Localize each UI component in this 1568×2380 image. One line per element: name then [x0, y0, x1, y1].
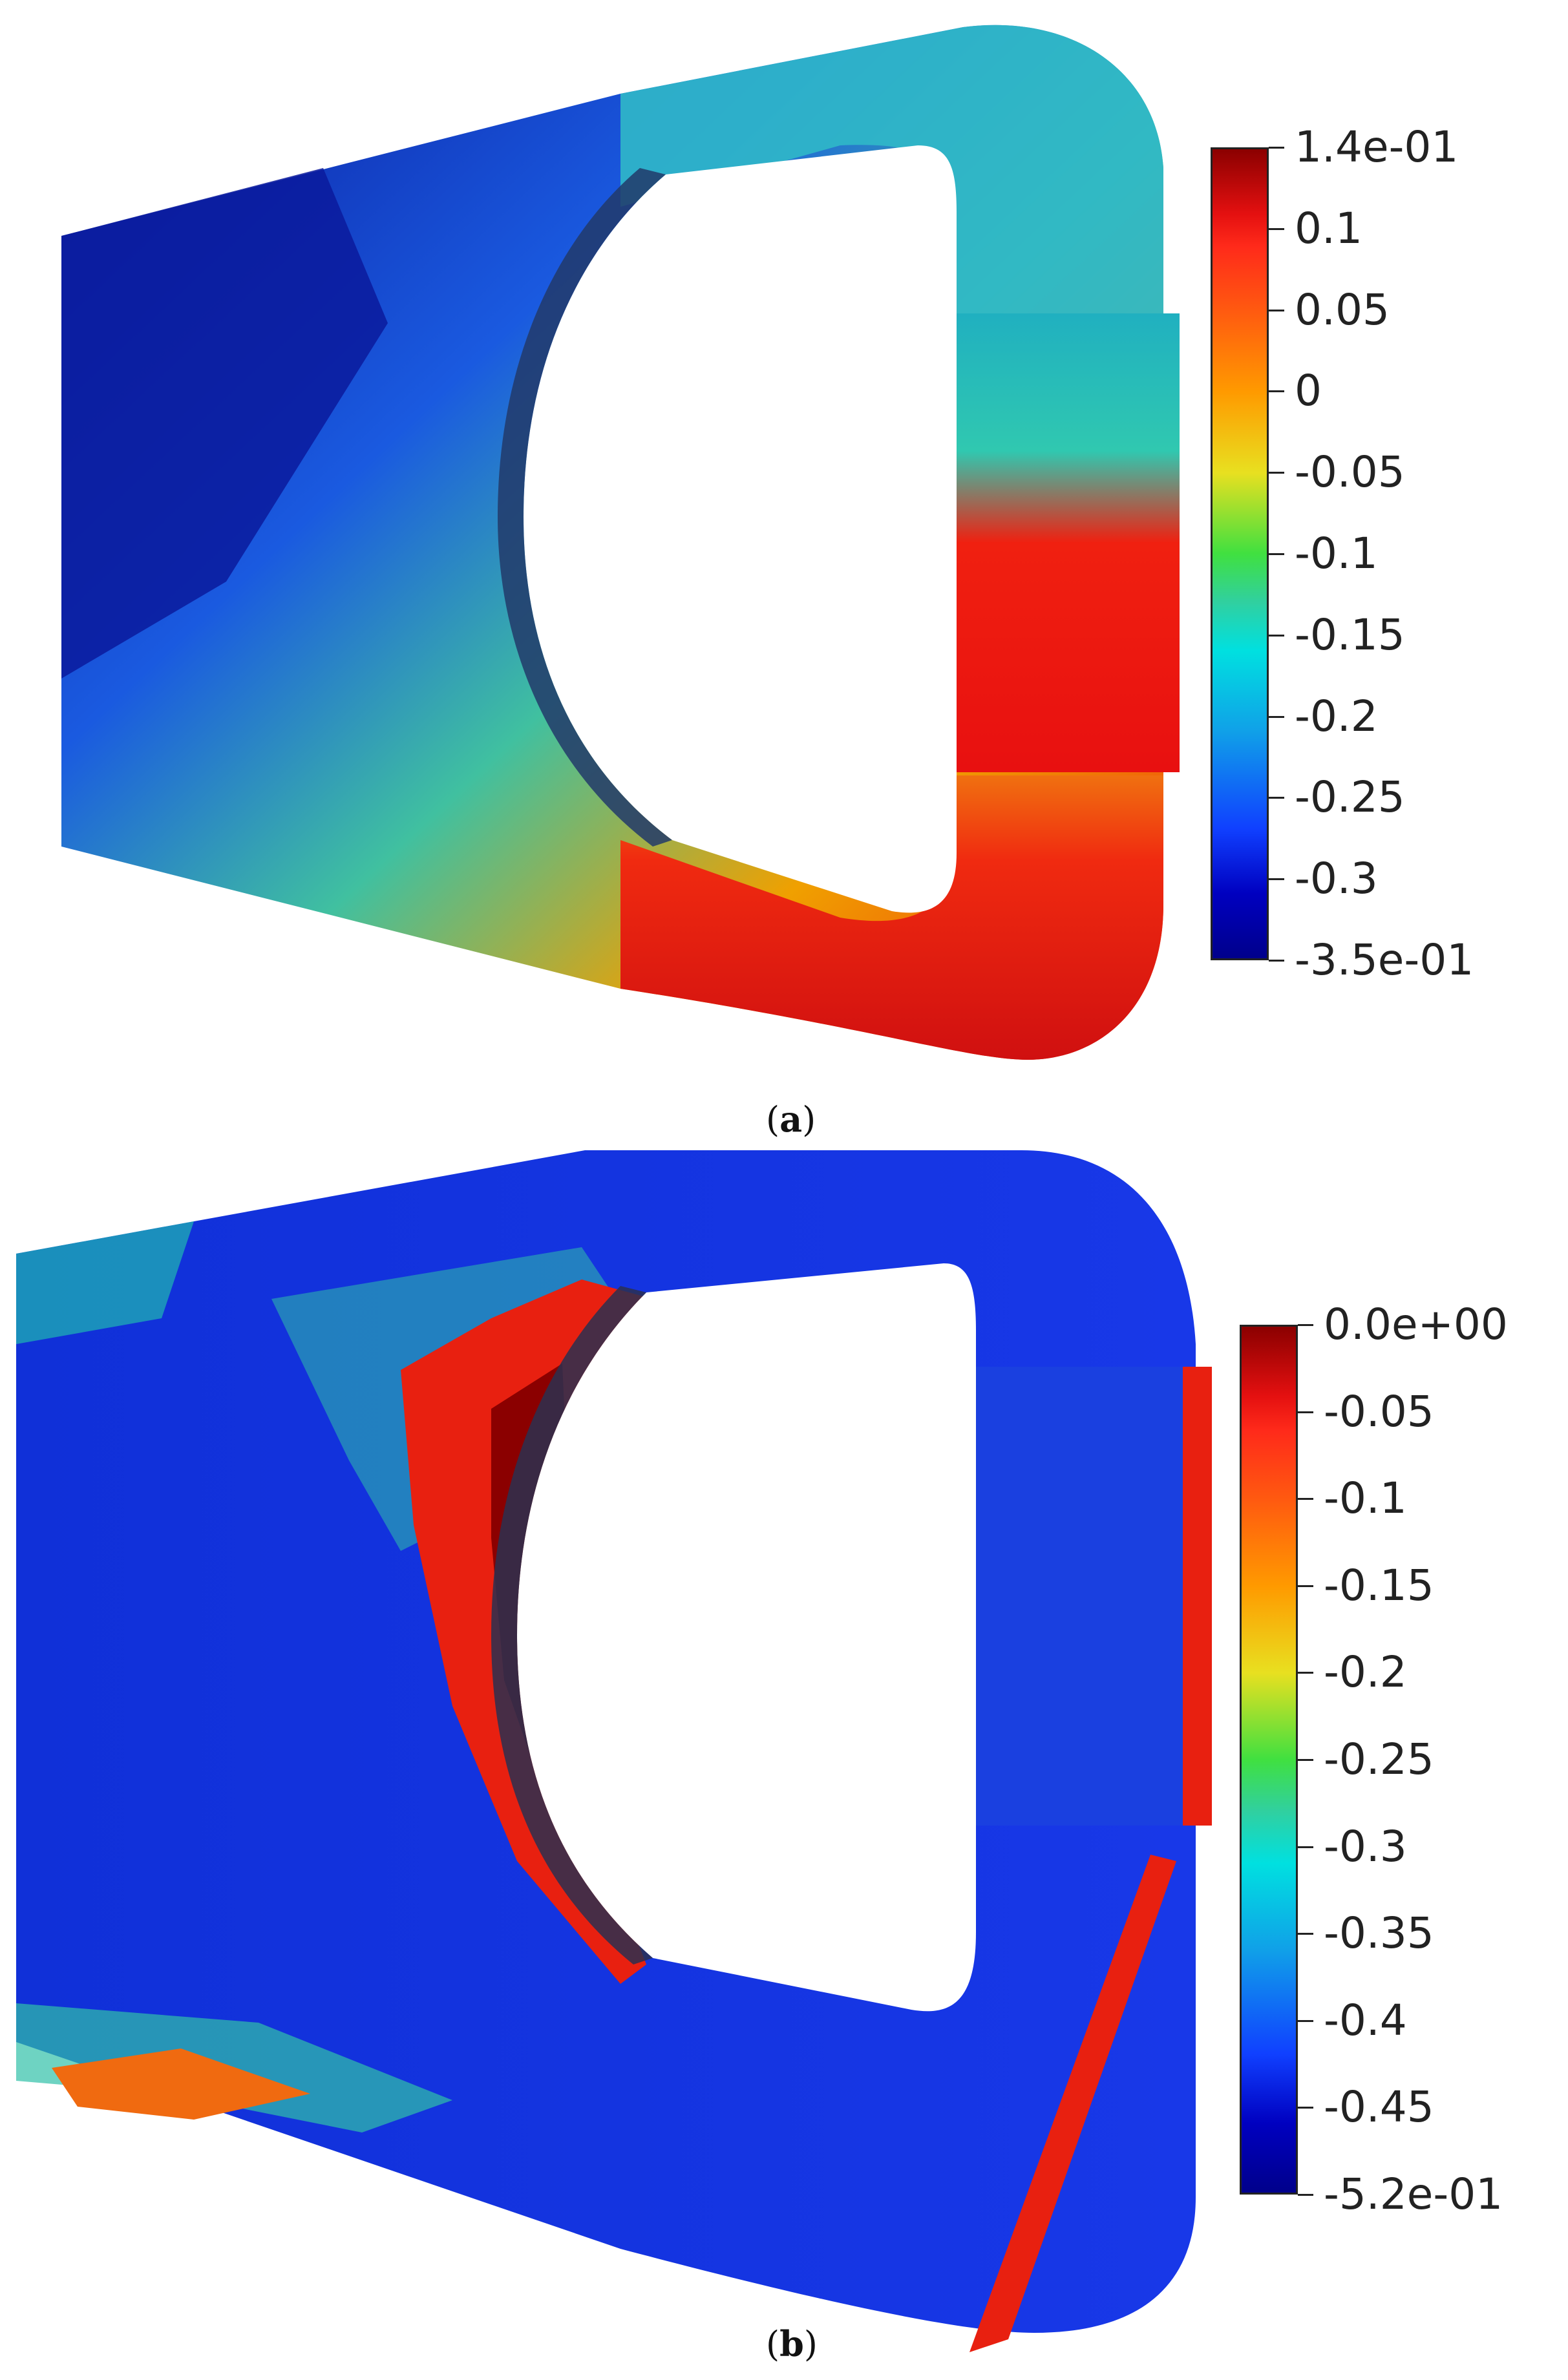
colorbar-tick-label: -0.25: [1295, 772, 1405, 823]
colorbar-tick: [1269, 715, 1284, 718]
colorbar-tick: [1298, 2107, 1313, 2109]
colorbar-tick-label: -0.4: [1324, 1995, 1407, 2045]
colorbar-tick: [1298, 1846, 1313, 1848]
hot-streak-b: [969, 1855, 1176, 2352]
colorbar-a: [1211, 147, 1269, 960]
right-pad-a: [931, 313, 1180, 772]
contour-plot-a: [61, 25, 1180, 1060]
contour-plot-b: [16, 1150, 1212, 2352]
colorbar-tick-label: 0.0e+00: [1324, 1300, 1508, 1349]
colorbar-tick-label: -0.35: [1324, 1908, 1434, 1959]
colorbar-tick: [1298, 2194, 1313, 2196]
panel-a: 1.4e-01 0.1 0.05 0 -0.05 -0.1 -0.15 -0.2 -0.25 -0…: [0, 0, 1568, 1150]
colorbar-tick-label: -0.2: [1324, 1647, 1407, 1698]
colorbar-tick: [1269, 147, 1284, 149]
hole-rim-a: [498, 168, 672, 847]
right-pad-edge-b: [1183, 1367, 1212, 1826]
colorbar-tick: [1269, 553, 1284, 555]
colorbar-tick: [1298, 1498, 1313, 1501]
lower-band-a: [620, 775, 1163, 1060]
colorbar-tick: [1298, 1324, 1313, 1326]
colorbar-tick: [1269, 472, 1284, 474]
colorbar-tick-label: 1.4e-01: [1295, 122, 1459, 172]
colorbar-tick-label: -0.05: [1324, 1386, 1434, 1437]
central-hole-b: [517, 1263, 976, 2012]
left-region-a: [61, 168, 388, 679]
colorbar-tick: [1298, 1672, 1313, 1674]
colorbar-tick: [1269, 309, 1284, 311]
colorbar-tick-label: -0.2: [1295, 691, 1378, 741]
upper-band-a: [620, 25, 1163, 324]
colorbar-tick: [1298, 1585, 1313, 1587]
colorbar-tick-label: -0.1: [1324, 1473, 1407, 1524]
colorbar-tick-label: 0: [1295, 366, 1322, 416]
colorbar-tick: [1298, 2019, 1313, 2022]
colorbar-tick-label: 0.1: [1295, 203, 1362, 253]
colorbar-tick: [1269, 390, 1284, 393]
bottom-left-warm-b: [52, 2048, 310, 2120]
colorbar-tick-label: -0.25: [1324, 1734, 1434, 1784]
colorbar-tick-label: -0.3: [1295, 854, 1378, 904]
colorbar-tick: [1269, 227, 1284, 230]
colorbar-tick-label: 0.05: [1295, 284, 1390, 335]
caption-b: (b): [766, 2323, 818, 2364]
colorbar-tick-label: -0.3: [1324, 1821, 1407, 1871]
colorbar-tick: [1269, 878, 1284, 881]
colorbar-tick: [1269, 634, 1284, 637]
colorbar-tick-label: -0.05: [1295, 447, 1405, 498]
teal-halo-left-b: [16, 1221, 194, 1344]
caption-a: (a): [766, 1099, 816, 1140]
panel-b: 0.0e+00 -0.05 -0.1 -0.15 -0.2 -0.25 -0.3 -0.35 -…: [0, 1150, 1568, 2380]
hole-rim-b: [491, 1286, 653, 1964]
colorbar-tick: [1298, 1933, 1313, 1935]
colorbar-b: [1240, 1325, 1298, 2195]
colorbar-tick-label: -3.5e-01: [1295, 935, 1474, 985]
colorbar-tick: [1298, 1411, 1313, 1413]
colorbar-tick: [1269, 960, 1284, 962]
colorbar-tick: [1269, 797, 1284, 799]
central-hole-a: [524, 145, 957, 913]
colorbar-tick-label: -0.15: [1324, 1560, 1434, 1610]
colorbar-tick-label: -0.45: [1324, 2082, 1434, 2133]
right-pad-b: [947, 1367, 1212, 1826]
colorbar-tick-label: -5.2e-01: [1324, 2169, 1503, 2219]
colorbar-tick-label: -0.1: [1295, 529, 1378, 578]
colorbar-tick: [1298, 1759, 1313, 1761]
colorbar-tick-label: -0.15: [1295, 609, 1405, 660]
